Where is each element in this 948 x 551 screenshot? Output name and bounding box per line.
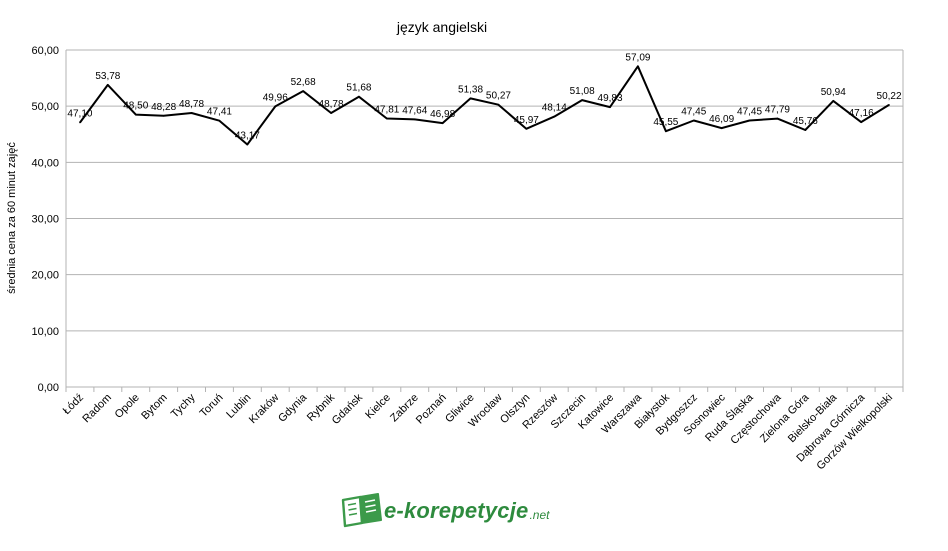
data-label: 51,68	[346, 83, 371, 94]
data-point	[748, 119, 751, 122]
data-label: 48,50	[123, 101, 148, 112]
x-tick-label: Gdańsk	[330, 391, 366, 427]
data-label: 45,97	[514, 115, 539, 126]
data-label: 43,17	[235, 131, 260, 142]
data-label: 47,16	[849, 108, 874, 119]
data-label: 45,76	[793, 116, 818, 127]
x-tick-label: Opole	[113, 392, 142, 421]
data-point	[692, 119, 695, 122]
data-label: 47,41	[207, 107, 232, 118]
open-book-icon	[341, 493, 382, 528]
data-point	[832, 100, 835, 102]
data-point	[302, 90, 304, 92]
data-point	[358, 95, 360, 98]
x-tick-label: Poznań	[414, 392, 449, 427]
data-label: 47,45	[737, 106, 762, 117]
x-tick-label: Kraków	[247, 392, 281, 426]
data-point	[413, 118, 416, 121]
data-label: 49,83	[598, 93, 623, 104]
data-point	[274, 105, 277, 108]
watermark-brand: e-korepetycje	[384, 498, 529, 523]
x-tick-label: Radom	[80, 392, 114, 426]
data-point	[79, 121, 81, 124]
data-point	[581, 99, 583, 101]
data-point	[609, 106, 611, 108]
y-tick-label: 40,00	[31, 157, 59, 169]
data-label: 48,78	[179, 99, 204, 110]
y-axis-ticks: 0,00 10,00 20,00 30,00 40,00 50,00 60,00	[31, 45, 59, 394]
watermark-logo: e-korepetycje .net	[340, 493, 549, 529]
data-label: 50,27	[486, 91, 511, 102]
data-point	[190, 112, 193, 114]
x-tick-label: Gdynia	[276, 391, 310, 425]
data-point	[776, 117, 779, 120]
data-point	[441, 122, 444, 124]
data-point	[888, 104, 890, 106]
data-point	[162, 115, 165, 117]
data-label: 48,28	[151, 102, 176, 113]
data-point	[386, 117, 388, 120]
grid	[65, 49, 904, 392]
data-label: 47,79	[765, 105, 790, 116]
data-label: 47,45	[681, 106, 706, 117]
data-label: 50,94	[821, 87, 846, 98]
data-label: 47,64	[402, 105, 427, 116]
x-tick-label: Łódź	[61, 392, 86, 417]
x-tick-label: Bytom	[139, 392, 170, 423]
data-label: 51,08	[570, 86, 595, 97]
data-label: 48,78	[319, 99, 344, 110]
data-point	[134, 113, 137, 116]
data-point	[469, 97, 472, 100]
y-tick-label: 60,00	[31, 45, 59, 57]
data-label: 47,10	[67, 108, 92, 119]
x-tick-label: Tychy	[169, 391, 198, 420]
y-tick-label: 50,00	[31, 101, 59, 113]
chart-title: język angielski	[396, 19, 487, 35]
x-tick-label: Toruń	[198, 392, 226, 420]
data-point	[720, 127, 723, 129]
data-point	[107, 84, 109, 86]
data-point	[665, 130, 667, 132]
data-label: 46,09	[709, 114, 734, 125]
data-point	[804, 129, 807, 131]
data-point	[860, 121, 862, 123]
data-label: 57,09	[625, 52, 650, 63]
data-label: 47,81	[374, 104, 399, 115]
data-point	[637, 65, 639, 68]
data-point	[330, 112, 332, 114]
y-axis-label: średnia cena za 60 minut zajęć	[6, 142, 18, 294]
y-tick-label: 30,00	[31, 214, 59, 226]
data-label: 46,98	[430, 109, 455, 120]
data-label: 53,78	[95, 71, 120, 82]
y-tick-label: 10,00	[31, 326, 59, 338]
data-label: 48,14	[542, 103, 567, 114]
data-point	[525, 128, 528, 130]
data-label: 52,68	[291, 77, 316, 88]
data-point	[218, 119, 221, 122]
data-point	[553, 115, 556, 118]
data-point	[497, 103, 500, 106]
y-tick-label: 20,00	[31, 270, 59, 282]
data-label: 51,38	[458, 84, 483, 95]
y-tick-label: 0,00	[38, 382, 59, 394]
data-label: 50,22	[877, 91, 902, 102]
data-point	[246, 143, 249, 146]
data-label: 45,55	[653, 117, 678, 128]
series-line	[79, 65, 890, 146]
watermark-suffix: .net	[529, 508, 550, 522]
data-label: 49,96	[263, 92, 288, 103]
